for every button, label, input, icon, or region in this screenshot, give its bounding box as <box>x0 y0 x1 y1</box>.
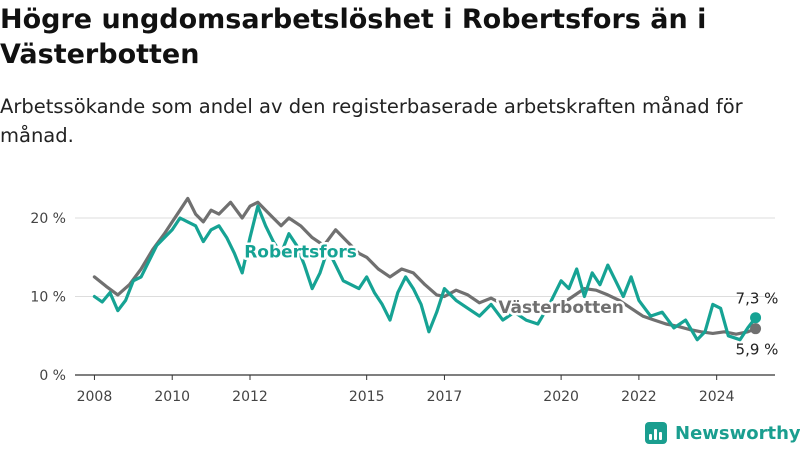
series-label: Robertsfors <box>244 242 357 262</box>
series-line-v-sterbotten <box>92 196 758 336</box>
x-tick-label: 2017 <box>427 389 463 405</box>
x-tick-label: 2015 <box>349 389 385 405</box>
y-tick-label: 20 % <box>30 211 66 227</box>
end-point <box>750 312 762 324</box>
x-tick-label: 2008 <box>77 389 113 405</box>
x-tick-label: 2012 <box>232 389 268 405</box>
chart-title: Högre ungdomsarbetslöshet i Robertsfors … <box>0 4 707 70</box>
y-tick-label: 0 % <box>39 368 66 384</box>
newsworthy-logo: Newsworthy <box>645 420 800 446</box>
x-tick-label: 2010 <box>154 389 190 405</box>
end-value-label: 7,3 % <box>736 290 779 308</box>
series-label: Västerbotten <box>498 298 624 318</box>
series-line-robertsfors <box>92 204 758 342</box>
x-tick-label: 2020 <box>543 389 579 405</box>
y-tick-label: 10 % <box>30 290 66 306</box>
chart-subtitle: Arbetssökande som andel av den registerb… <box>0 95 743 147</box>
end-point <box>750 323 762 335</box>
x-tick-label: 2022 <box>621 389 657 405</box>
brand-name: Newsworthy <box>675 422 800 444</box>
bar-chart-icon <box>645 422 667 444</box>
x-tick-label: 2024 <box>699 389 735 405</box>
end-value-label: 5,9 % <box>736 341 779 359</box>
